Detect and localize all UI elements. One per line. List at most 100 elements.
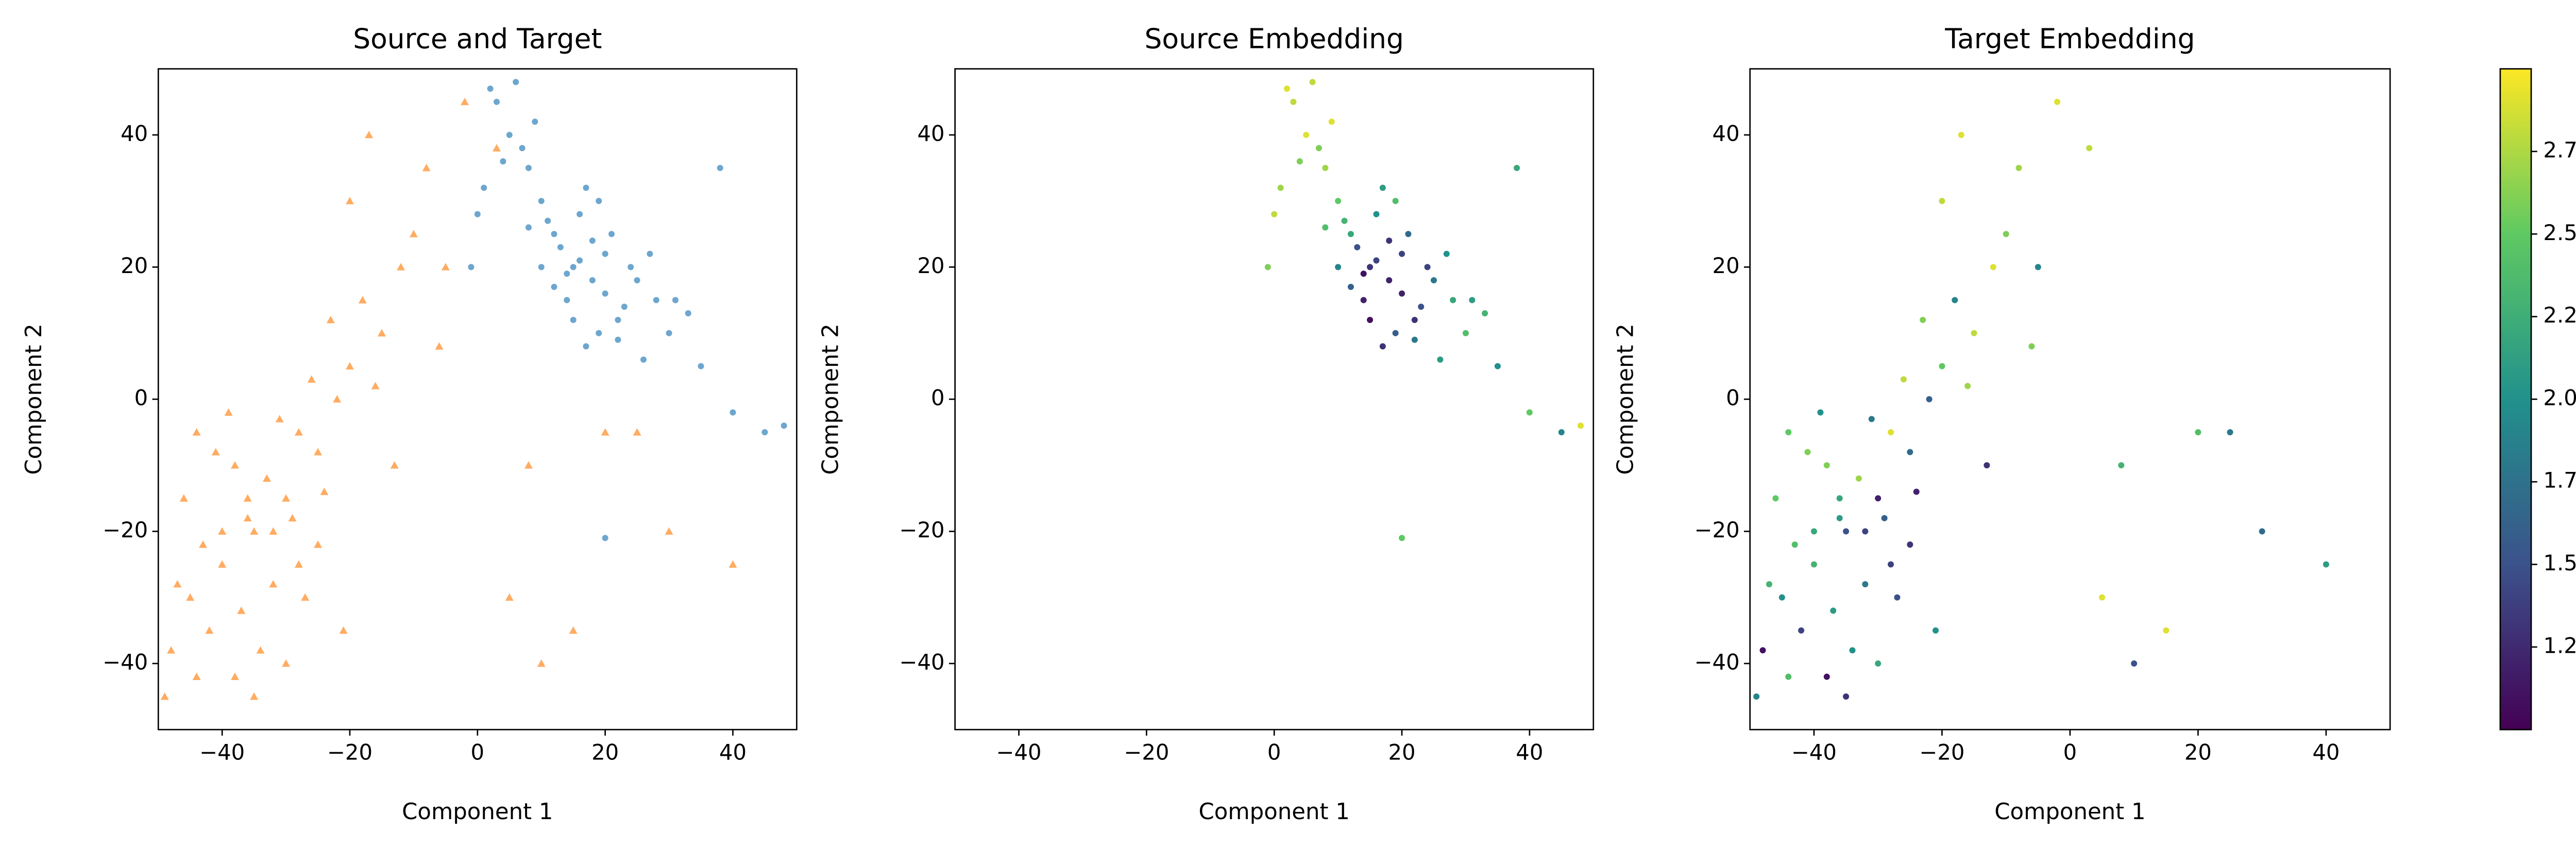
point — [282, 659, 291, 667]
point — [1437, 356, 1444, 363]
y-tick-label: 0 — [134, 385, 148, 410]
point — [672, 297, 679, 303]
x-axis-label: Component 1 — [402, 799, 553, 825]
point — [167, 646, 176, 654]
point — [230, 672, 239, 680]
point — [320, 487, 329, 495]
x-tick-label: −40 — [1791, 739, 1837, 765]
axes-frame — [1749, 68, 2391, 731]
point — [186, 593, 195, 601]
point — [358, 296, 367, 303]
point — [524, 461, 533, 469]
point — [2028, 343, 2035, 350]
point — [282, 494, 291, 502]
point — [1952, 297, 1958, 303]
point — [1277, 184, 1284, 191]
x-tick-label: −20 — [1919, 739, 1964, 765]
x-tick-label: 20 — [591, 739, 619, 765]
colorbar-tick-label: 2.75 — [2543, 137, 2576, 162]
point — [345, 197, 354, 205]
point — [487, 86, 494, 92]
point — [2163, 627, 2170, 634]
point — [1804, 449, 1811, 455]
point — [1971, 330, 1977, 336]
point — [198, 540, 208, 548]
x-tick-label: 20 — [2184, 739, 2212, 765]
x-tick-label: −40 — [199, 739, 245, 765]
point — [1881, 515, 1888, 521]
point — [1335, 198, 1342, 205]
y-tick-label: 40 — [1713, 121, 1740, 146]
y-axis-label: Component 2 — [1613, 324, 1639, 474]
y-tick-label: −20 — [103, 517, 148, 542]
point — [1843, 528, 1850, 535]
chart-title: Source and Target — [353, 23, 602, 55]
point — [1907, 449, 1913, 455]
point — [647, 250, 653, 257]
point — [288, 514, 297, 522]
axes-frame — [954, 68, 1595, 731]
y-tick-label: 40 — [121, 121, 148, 146]
point — [1296, 158, 1303, 165]
point — [545, 217, 551, 224]
colorbar-tick-label: 2.25 — [2543, 302, 2576, 328]
point — [230, 461, 239, 469]
point — [435, 342, 444, 350]
point — [1920, 316, 1926, 324]
point — [1753, 693, 1760, 700]
point — [1759, 647, 1766, 654]
point — [1482, 310, 1488, 317]
point — [519, 145, 526, 151]
x-tick-label: −40 — [996, 739, 1042, 765]
point — [211, 448, 220, 455]
point — [2323, 561, 2329, 568]
point — [583, 343, 589, 350]
point — [218, 527, 227, 535]
point — [1264, 264, 1271, 270]
point — [1558, 429, 1565, 436]
point — [1347, 283, 1354, 290]
point — [1462, 330, 1469, 336]
point — [538, 264, 545, 270]
point — [615, 336, 621, 343]
colorbar — [2499, 68, 2532, 731]
x-tick-label: 0 — [2063, 739, 2077, 765]
point — [1315, 145, 1322, 151]
point — [564, 270, 570, 277]
point — [1830, 607, 1837, 614]
colorbar-tick-label: 1.25 — [2543, 633, 2576, 658]
point — [192, 428, 201, 436]
point — [294, 560, 303, 568]
point — [538, 198, 545, 205]
point — [1328, 118, 1335, 125]
point — [1836, 495, 1843, 502]
point — [2118, 462, 2125, 469]
point — [1907, 541, 1913, 548]
point — [665, 527, 673, 535]
point — [1335, 264, 1342, 270]
point — [570, 316, 577, 324]
point — [1379, 343, 1386, 350]
point — [1386, 277, 1393, 284]
point — [717, 165, 723, 172]
point — [2054, 98, 2061, 105]
point — [173, 580, 182, 588]
point — [1823, 462, 1830, 469]
x-tick-label: −20 — [327, 739, 372, 765]
x-tick-label: 40 — [719, 739, 747, 765]
point — [1303, 131, 1310, 138]
point — [1399, 535, 1405, 541]
point — [397, 263, 405, 270]
point — [1322, 224, 1329, 231]
point — [371, 382, 380, 389]
point — [551, 231, 557, 238]
point — [1379, 184, 1386, 191]
point — [1367, 316, 1374, 324]
point — [179, 494, 188, 502]
point — [1405, 231, 1412, 238]
point — [365, 130, 374, 139]
point — [621, 303, 628, 310]
x-axis-label: Component 1 — [1994, 799, 2145, 825]
y-tick-label: −40 — [103, 649, 148, 674]
